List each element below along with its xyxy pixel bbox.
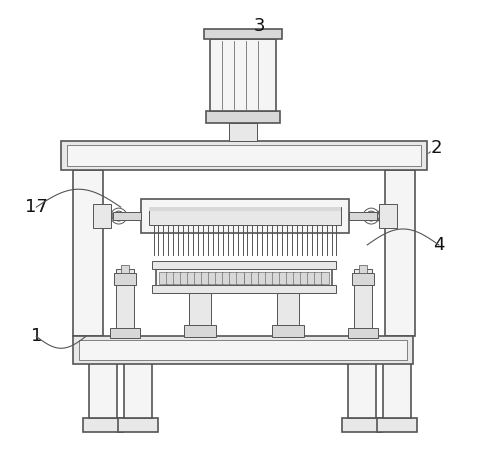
Text: 17: 17 <box>25 198 48 216</box>
Bar <box>113 212 140 220</box>
Bar <box>83 418 123 432</box>
Bar <box>354 269 372 339</box>
Bar <box>124 337 152 418</box>
Bar <box>352 273 374 285</box>
Bar <box>343 418 382 432</box>
Bar <box>359 265 367 273</box>
Bar <box>229 272 237 283</box>
Bar <box>279 272 287 283</box>
Bar <box>201 272 209 283</box>
Bar <box>210 39 276 111</box>
Bar <box>114 273 136 285</box>
Bar <box>180 272 188 283</box>
Bar <box>314 272 322 283</box>
Bar <box>206 111 280 123</box>
Bar <box>349 212 377 220</box>
Bar <box>208 272 216 283</box>
Bar <box>121 265 129 273</box>
Bar <box>258 272 266 283</box>
Bar <box>149 207 341 225</box>
Bar <box>243 272 252 283</box>
Bar <box>377 418 417 432</box>
Bar <box>110 329 139 339</box>
Text: 1: 1 <box>31 327 42 345</box>
Circle shape <box>366 211 376 221</box>
Bar <box>278 293 299 337</box>
Bar <box>89 337 117 418</box>
Bar <box>67 145 421 167</box>
Bar <box>166 272 174 283</box>
Bar <box>348 337 376 418</box>
Bar <box>237 272 244 283</box>
Bar <box>189 293 211 337</box>
Bar <box>321 272 330 283</box>
Circle shape <box>380 211 390 221</box>
Bar <box>152 285 336 293</box>
Text: 4: 4 <box>433 236 445 254</box>
Bar <box>307 272 315 283</box>
Bar <box>187 272 195 283</box>
Bar <box>286 272 294 283</box>
Bar <box>204 29 282 39</box>
Bar <box>272 272 280 283</box>
Bar <box>116 269 134 339</box>
Bar <box>348 329 378 339</box>
Bar <box>265 272 273 283</box>
Bar <box>300 272 308 283</box>
Bar <box>251 272 259 283</box>
Bar <box>61 141 427 170</box>
Bar <box>156 269 332 287</box>
Bar <box>79 340 407 360</box>
Bar <box>215 272 223 283</box>
Bar <box>93 204 111 228</box>
Bar <box>140 199 349 233</box>
Bar <box>229 123 257 141</box>
Bar <box>73 336 413 364</box>
Bar <box>149 207 341 211</box>
Bar <box>118 418 157 432</box>
Circle shape <box>114 211 124 221</box>
Bar <box>184 325 216 337</box>
Text: 3: 3 <box>254 17 266 35</box>
Bar <box>222 272 230 283</box>
Bar <box>73 170 103 336</box>
Bar <box>194 272 202 283</box>
Bar <box>158 272 167 283</box>
Bar <box>293 272 301 283</box>
Bar <box>152 261 336 269</box>
Bar <box>272 325 304 337</box>
Bar <box>173 272 181 283</box>
Bar <box>383 337 411 418</box>
Text: 2: 2 <box>431 140 443 157</box>
Bar <box>379 204 397 228</box>
Bar <box>385 170 415 336</box>
Circle shape <box>100 211 110 221</box>
